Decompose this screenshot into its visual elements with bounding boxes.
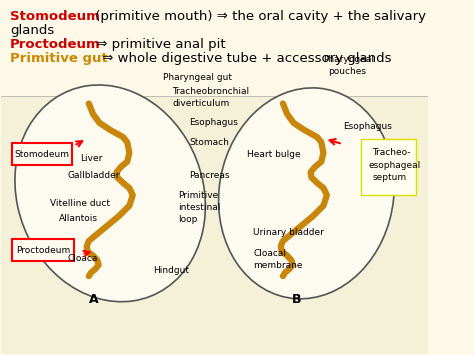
Text: intestinal: intestinal (178, 203, 221, 212)
Text: Esophagus: Esophagus (343, 122, 392, 131)
Text: Proctodeum: Proctodeum (16, 246, 70, 255)
Text: Allantois: Allantois (59, 213, 98, 223)
FancyBboxPatch shape (361, 139, 416, 195)
Text: glands: glands (10, 24, 54, 37)
Text: Stomodeum: Stomodeum (14, 150, 69, 159)
Ellipse shape (15, 85, 205, 302)
FancyBboxPatch shape (12, 239, 74, 261)
Text: (primitive mouth) ⇒ the oral cavity + the salivary: (primitive mouth) ⇒ the oral cavity + th… (91, 10, 426, 23)
Text: pouches: pouches (328, 67, 366, 76)
Text: Heart bulge: Heart bulge (246, 150, 301, 159)
Text: ⇒ whole digestive tube + accessory glands: ⇒ whole digestive tube + accessory gland… (98, 53, 392, 65)
Text: loop: loop (178, 215, 198, 224)
Text: diverticulum: diverticulum (172, 99, 229, 108)
Text: Hindgut: Hindgut (153, 266, 189, 275)
FancyBboxPatch shape (12, 143, 72, 165)
Text: Gallbladder: Gallbladder (67, 171, 120, 180)
Text: Primitive: Primitive (178, 191, 219, 200)
Text: Cloacal: Cloacal (253, 249, 286, 258)
Text: ⇒ primitive anal pit: ⇒ primitive anal pit (91, 38, 225, 51)
Text: Pharyngeal: Pharyngeal (323, 55, 374, 64)
Text: Tracheo-: Tracheo- (373, 148, 411, 157)
Text: B: B (292, 293, 301, 306)
Text: Vitelline duct: Vitelline duct (50, 200, 110, 208)
Text: esophageal: esophageal (368, 161, 420, 170)
Text: A: A (89, 293, 99, 306)
Ellipse shape (219, 88, 394, 299)
Text: Proctodeum: Proctodeum (10, 38, 100, 51)
Text: Pancreas: Pancreas (189, 171, 229, 180)
Text: Stomodeum: Stomodeum (10, 10, 100, 23)
Text: Tracheobronchial: Tracheobronchial (172, 87, 249, 96)
Text: septum: septum (373, 173, 407, 182)
Text: Stomach: Stomach (189, 138, 229, 147)
FancyBboxPatch shape (1, 97, 428, 354)
Text: Urinary bladder: Urinary bladder (253, 228, 324, 236)
Text: Primitive gut: Primitive gut (10, 53, 108, 65)
Text: Pharyngeal gut: Pharyngeal gut (164, 73, 232, 82)
Text: Esophagus: Esophagus (189, 119, 238, 127)
Text: Liver: Liver (80, 154, 103, 163)
FancyBboxPatch shape (1, 1, 428, 100)
Text: Cloaca: Cloaca (67, 254, 98, 263)
Text: membrane: membrane (253, 261, 302, 270)
